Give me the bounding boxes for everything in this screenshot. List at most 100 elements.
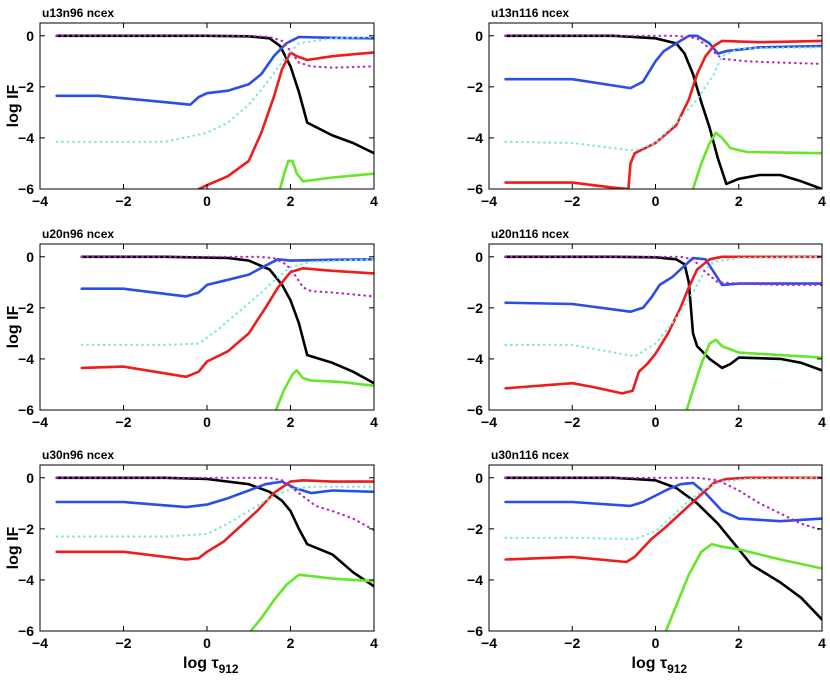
x-tick-label: 4 bbox=[370, 193, 378, 209]
x-tick-label: 4 bbox=[370, 414, 378, 430]
y-tick-label: −4 bbox=[467, 130, 483, 146]
y-tick-label: −6 bbox=[467, 402, 483, 418]
series-line-black bbox=[55, 476, 374, 588]
series-line-red bbox=[55, 479, 374, 561]
series-line-red bbox=[504, 39, 822, 189]
y-axis-label: log IF bbox=[5, 84, 22, 127]
series-group bbox=[80, 255, 374, 410]
series-line-blue bbox=[504, 256, 822, 313]
series-group bbox=[504, 255, 822, 410]
x-axis-label-sub: 912 bbox=[667, 662, 687, 676]
x-tick-label: 4 bbox=[818, 635, 826, 651]
panel-2: u13n116 ncex−4 −2 0 2 4−6−4−20 bbox=[467, 6, 826, 209]
series-line-green bbox=[278, 159, 374, 189]
series-line-blue bbox=[55, 480, 374, 509]
x-tick-label: −2 bbox=[564, 414, 580, 430]
x-tick-label: 2 bbox=[287, 414, 295, 430]
series-line-green bbox=[664, 542, 822, 631]
y-tick-label: −2 bbox=[467, 521, 483, 537]
y-tick-label: −4 bbox=[18, 572, 34, 588]
x-tick-label: −2 bbox=[116, 635, 132, 651]
y-tick-label: −6 bbox=[467, 623, 483, 639]
y-axis-label: log IF bbox=[5, 526, 22, 569]
panel-title: u13n96 ncex bbox=[42, 6, 114, 20]
series-line-green bbox=[685, 338, 822, 410]
series-line-black bbox=[504, 255, 822, 372]
axes-box bbox=[488, 464, 823, 632]
series-line-black bbox=[55, 34, 374, 155]
x-tick-label: 0 bbox=[203, 193, 211, 209]
panel-title: u20n96 ncex bbox=[42, 227, 114, 241]
y-tick-label: −6 bbox=[18, 181, 34, 197]
x-tick-label: 2 bbox=[735, 414, 743, 430]
x-tick-label: −4 bbox=[32, 193, 48, 209]
axes-box bbox=[39, 22, 375, 190]
series-line-cyan bbox=[504, 255, 822, 358]
series-line-magenta bbox=[504, 34, 822, 65]
x-tick-label: −2 bbox=[564, 635, 580, 651]
series-line-blue bbox=[55, 35, 374, 106]
x-tick-label: −4 bbox=[481, 414, 497, 430]
x-tick-label: 2 bbox=[735, 635, 743, 651]
y-tick-label: 0 bbox=[26, 28, 34, 44]
series-line-magenta bbox=[504, 476, 822, 532]
x-tick-label: 4 bbox=[818, 193, 826, 209]
x-axis-label: log τ912 bbox=[632, 655, 688, 676]
series-line-cyan bbox=[504, 46, 822, 152]
panel-title: u30n116 ncex bbox=[491, 448, 569, 462]
series-line-green bbox=[691, 131, 822, 189]
series-line-green bbox=[249, 573, 374, 631]
y-axis-label: log IF bbox=[5, 305, 22, 348]
y-tick-label: −2 bbox=[18, 521, 34, 537]
panel-title: u13n116 ncex bbox=[491, 6, 569, 20]
series-line-magenta bbox=[55, 34, 374, 69]
y-tick-label: 0 bbox=[26, 470, 34, 486]
x-tick-label: 0 bbox=[203, 635, 211, 651]
x-tick-label: 2 bbox=[287, 635, 295, 651]
series-line-cyan bbox=[80, 258, 374, 346]
y-tick-label: −4 bbox=[467, 351, 483, 367]
x-tick-label: −4 bbox=[481, 193, 497, 209]
x-tick-label: 0 bbox=[652, 414, 660, 430]
x-tick-label: 2 bbox=[287, 193, 295, 209]
series-group bbox=[55, 476, 374, 631]
x-tick-label: 0 bbox=[203, 414, 211, 430]
y-tick-label: −6 bbox=[467, 181, 483, 197]
series-line-blue bbox=[504, 481, 822, 523]
axes-box bbox=[39, 464, 375, 632]
y-tick-label: 0 bbox=[26, 249, 34, 265]
series-line-magenta bbox=[504, 255, 822, 286]
series-line-red bbox=[504, 476, 822, 564]
y-tick-label: −6 bbox=[18, 623, 34, 639]
series-line-green bbox=[274, 369, 374, 410]
x-tick-label: 4 bbox=[818, 414, 826, 430]
x-tick-label: 4 bbox=[370, 635, 378, 651]
x-tick-label: −4 bbox=[481, 635, 497, 651]
y-tick-label: −2 bbox=[467, 300, 483, 316]
series-line-cyan bbox=[55, 35, 374, 143]
x-tick-label: 0 bbox=[652, 193, 660, 209]
x-axis-label-main: log τ bbox=[632, 655, 668, 672]
series-group bbox=[504, 476, 822, 631]
series-line-red bbox=[197, 51, 374, 189]
y-tick-label: −6 bbox=[18, 402, 34, 418]
panel-4: u20n116 ncex−4 −2 0 2 4−6−4−20 bbox=[467, 227, 826, 430]
y-tick-label: −4 bbox=[467, 572, 483, 588]
y-tick-label: 0 bbox=[475, 470, 483, 486]
x-tick-label: −4 bbox=[32, 635, 48, 651]
y-tick-label: −4 bbox=[18, 351, 34, 367]
series-line-red bbox=[80, 267, 374, 379]
panel-title: u30n96 ncex bbox=[42, 448, 114, 462]
series-line-blue bbox=[504, 34, 822, 90]
series-line-magenta bbox=[55, 476, 374, 532]
panel-title: u20n116 ncex bbox=[491, 227, 569, 241]
y-tick-label: 0 bbox=[475, 249, 483, 265]
x-axis-label: log τ912 bbox=[183, 655, 239, 676]
series-line-cyan bbox=[55, 485, 374, 538]
